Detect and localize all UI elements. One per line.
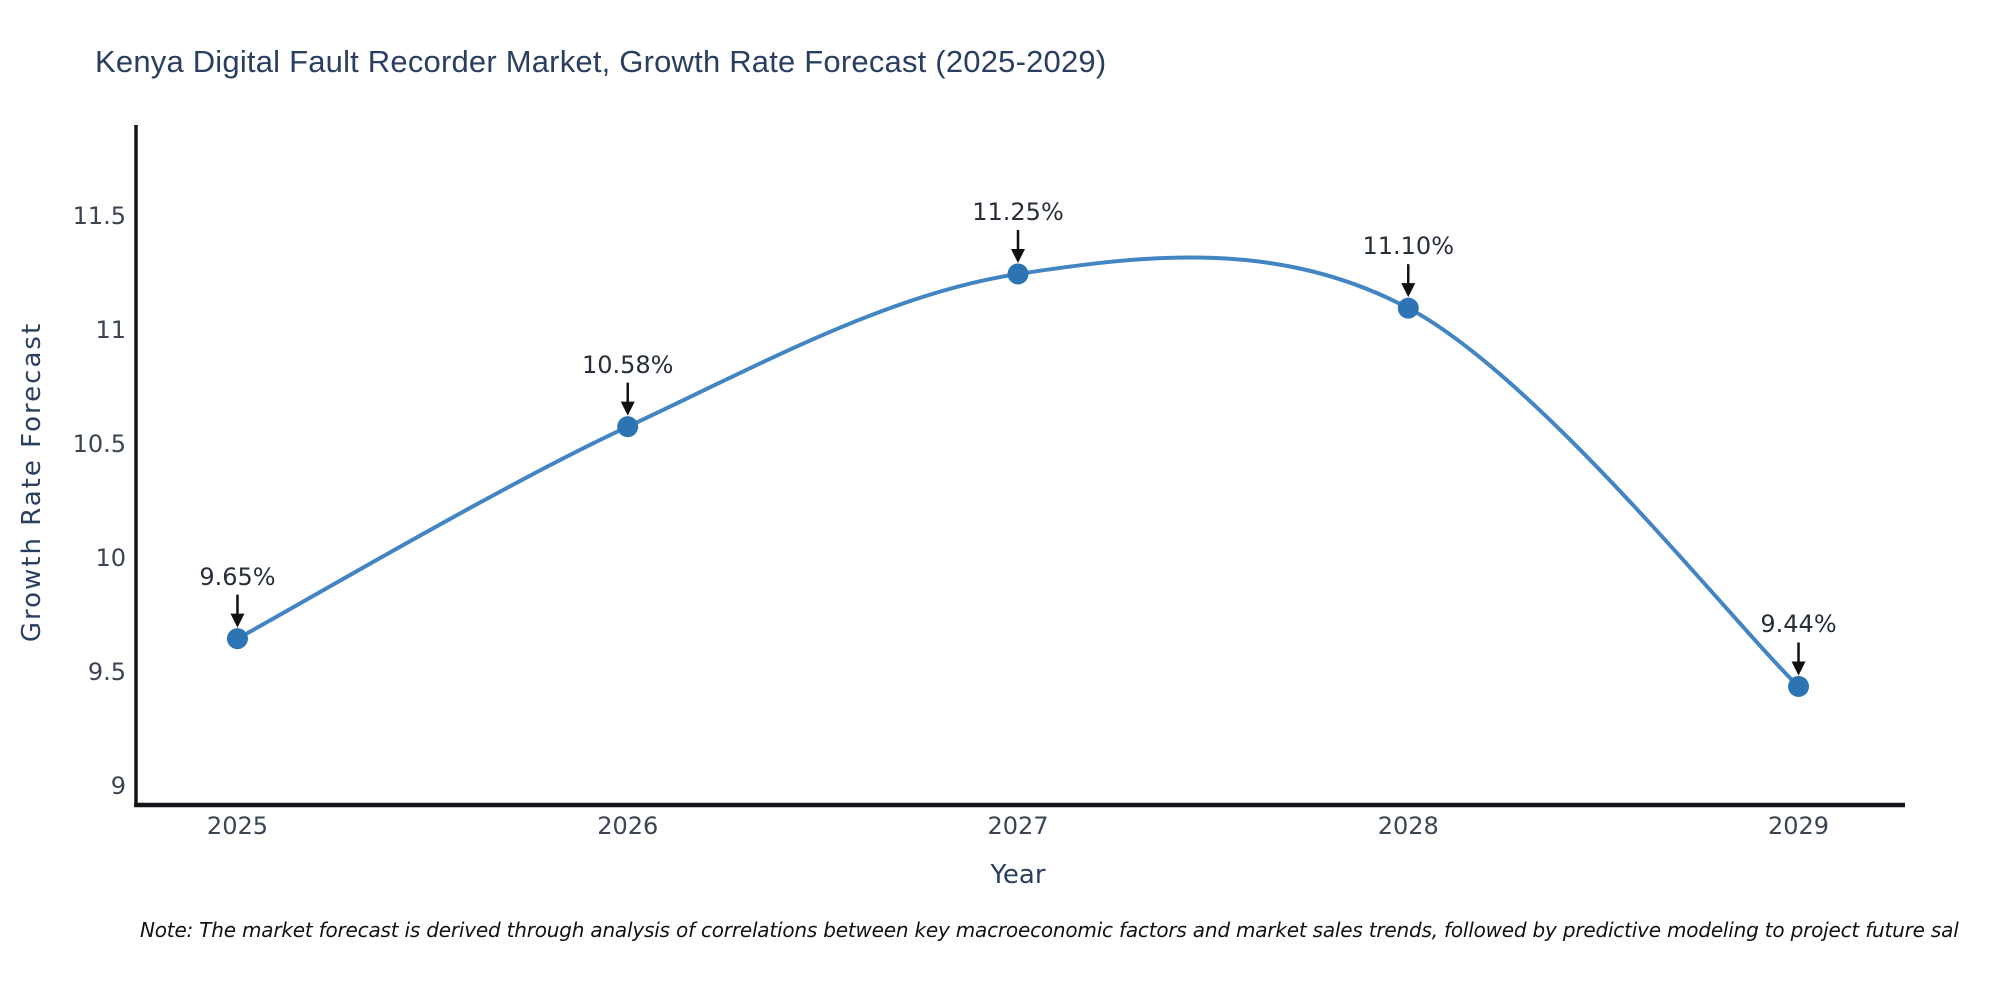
annotation-arrowhead [230, 613, 245, 628]
x-tick-label: 2025 [206, 812, 269, 840]
y-tick-label: 11 [95, 315, 126, 344]
annotation-arrowhead [620, 401, 635, 416]
annotation-arrowhead [1401, 283, 1416, 298]
y-tick-label: 9.5 [87, 657, 126, 686]
chart-title: Kenya Digital Fault Recorder Market, Gro… [95, 44, 1107, 79]
point-annotation: 11.25% [972, 197, 1064, 226]
data-point-marker [1397, 297, 1419, 319]
data-point-marker [1007, 263, 1029, 285]
y-tick-label: 10 [95, 543, 126, 572]
point-annotation: 9.65% [199, 562, 276, 591]
point-annotation: 10.58% [581, 350, 674, 379]
y-tick-label: 10.5 [72, 429, 126, 458]
point-annotation: 11.10% [1362, 232, 1455, 261]
x-axis-title: Year [990, 860, 1046, 890]
y-tick-label: 9 [110, 771, 126, 800]
annotation-arrowhead [1011, 248, 1025, 263]
x-tick-label: 2027 [987, 812, 1049, 840]
data-point-marker [617, 416, 639, 438]
data-point-marker [1788, 675, 1810, 697]
trend-line [235, 255, 1801, 689]
x-tick-label: 2029 [1767, 812, 1830, 840]
y-axis-title: Growth Rate Forecast [17, 321, 47, 643]
data-point-marker [226, 628, 248, 650]
x-tick-label: 2026 [597, 812, 659, 840]
x-tick-label: 2028 [1377, 812, 1439, 840]
point-annotation: 9.44% [1760, 610, 1837, 639]
footnote: Note: The market forecast is derived thr… [140, 918, 1959, 942]
annotation-arrowhead [1791, 661, 1806, 676]
y-tick-label: 11.5 [72, 201, 126, 230]
